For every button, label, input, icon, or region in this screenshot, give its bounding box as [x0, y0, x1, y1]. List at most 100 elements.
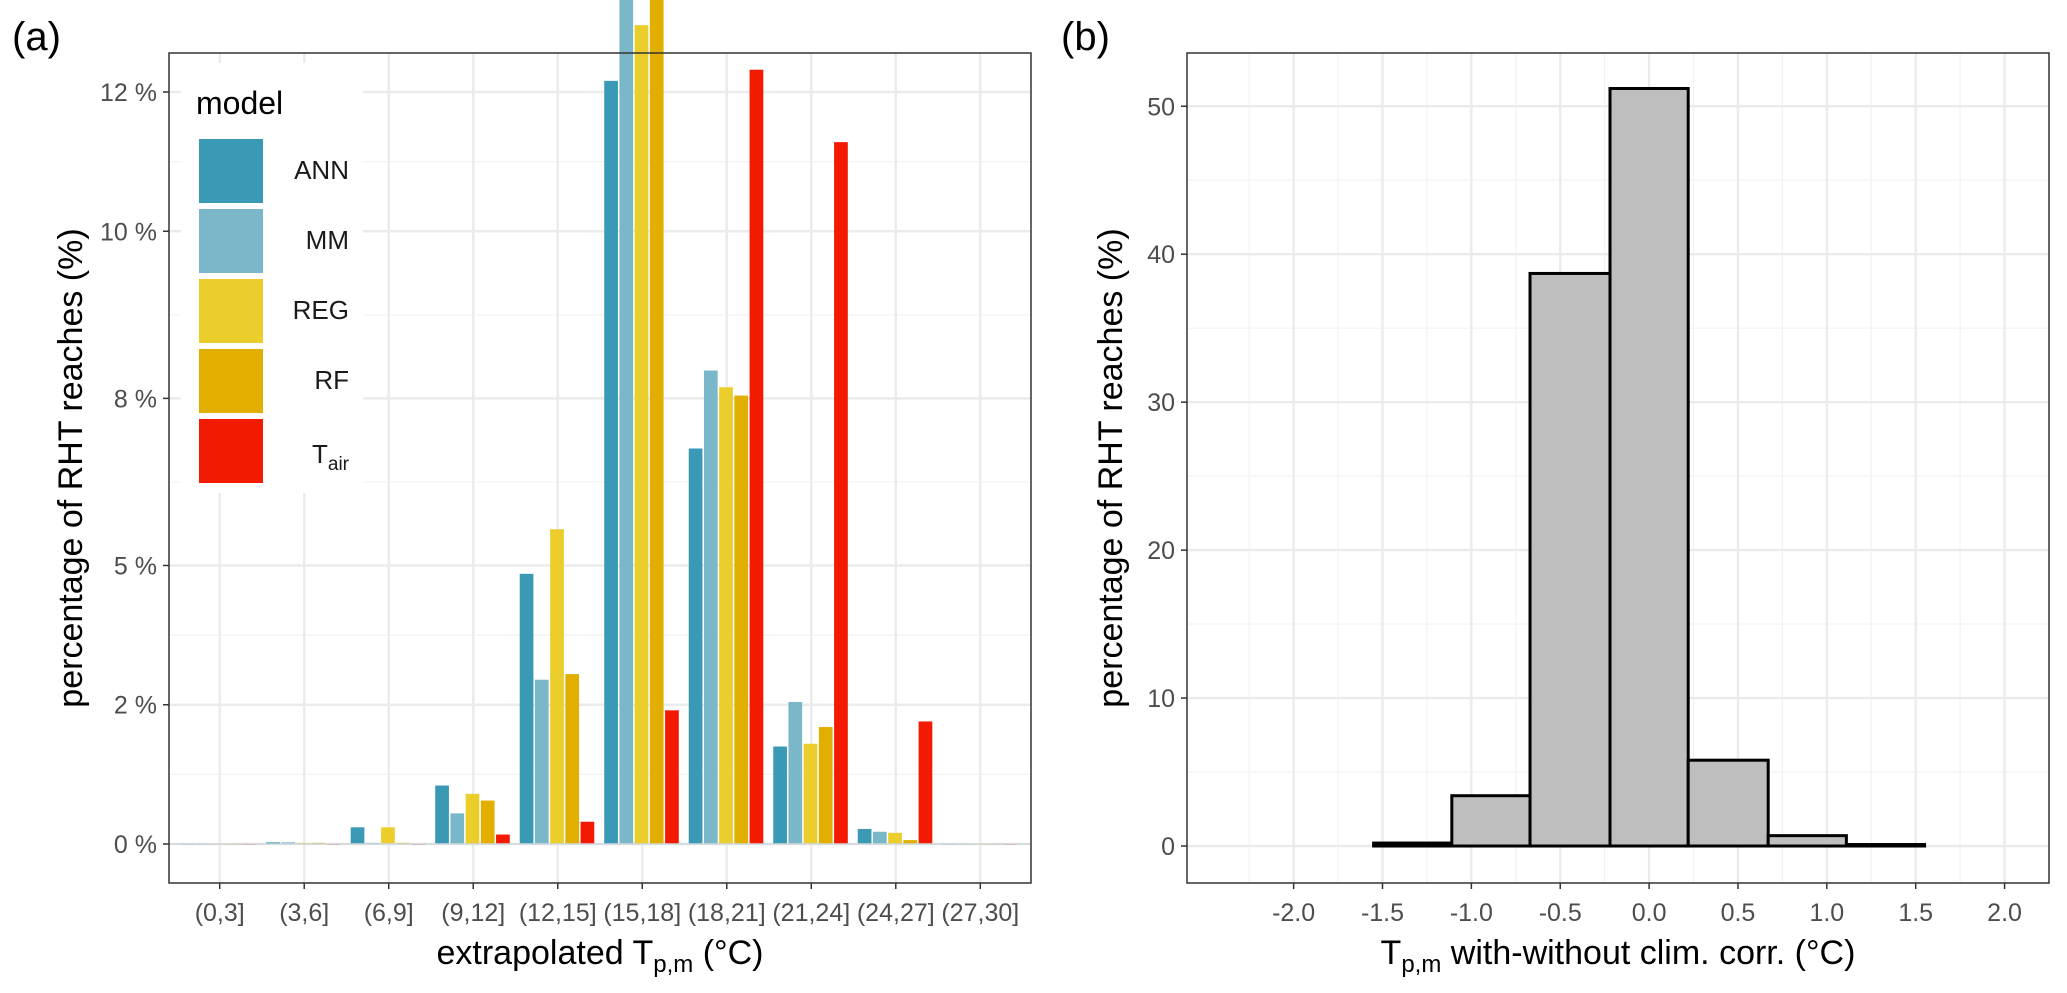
y-tick-label: 5 %	[114, 552, 157, 580]
y-tick-label: 50	[1147, 93, 1175, 121]
histogram-bar	[1450, 794, 1532, 848]
y-tick-label: 0 %	[114, 831, 157, 859]
histogram-bar	[1372, 841, 1454, 848]
bar-rf	[649, 0, 664, 845]
x-tick-label: (9,12]	[441, 899, 505, 927]
y-tick-label: 10 %	[100, 218, 157, 246]
bar-reg	[803, 743, 818, 845]
x-tick-label: (3,6]	[279, 899, 329, 927]
panel-b-bars	[1372, 87, 1927, 848]
bar-mm	[281, 842, 296, 845]
legend-label: MM	[306, 225, 349, 255]
y-tick-label: 12 %	[100, 79, 157, 107]
bar-rf	[734, 395, 749, 845]
x-tick-label: (6,9]	[364, 899, 414, 927]
y-tick-label: 10	[1147, 685, 1175, 713]
legend-label: ANN	[294, 155, 349, 185]
x-tick-label: 0.0	[1632, 899, 1667, 927]
x-tick-label: 2.0	[1987, 899, 2022, 927]
bar-mm	[534, 679, 549, 845]
x-tick-label: -2.0	[1272, 899, 1315, 927]
panel-b-x-axis: -2.0 -1.5 -1.0 -0.5 0.0 0.5 1.0 1.5 2.0	[1272, 883, 2022, 927]
bar-rf	[818, 727, 833, 845]
histogram-bar	[1766, 834, 1848, 848]
bar-mm	[872, 831, 887, 845]
panel-a-y-axis-title: percentage of RHT reaches (%)	[52, 228, 90, 707]
y-tick-label: 2 %	[114, 692, 157, 720]
histogram-bar	[1528, 271, 1612, 848]
panel-a-y-axis: 0 % 2 % 5 % 8 % 10 % 12 %	[100, 79, 169, 859]
bar-rf	[565, 674, 580, 845]
x-tick-label: 0.5	[1721, 899, 1756, 927]
panel-b-label: (b)	[1061, 15, 1110, 59]
legend-label: Tair	[312, 439, 350, 475]
bar-tair	[580, 821, 595, 845]
panel-b: (b) 0 10 20 30 40 50 -2.0 -1.5 -1.0 -0.5 0.0 0.5 1.…	[1061, 15, 2050, 978]
panel-a-x-title-sub: p,m	[653, 951, 693, 978]
x-tick-label: (15,18]	[603, 899, 681, 927]
legend-swatch	[199, 349, 263, 413]
bar-tair	[749, 69, 764, 845]
bar-ann	[435, 785, 449, 845]
x-tick-label: (0,3]	[195, 899, 245, 927]
panel-a-plot-border	[168, 52, 1032, 884]
bar-ann	[604, 80, 618, 845]
bar-rf	[480, 800, 495, 845]
bar-ann	[773, 746, 787, 845]
bar-reg	[465, 793, 480, 845]
legend-swatch	[199, 279, 263, 343]
bar-reg	[381, 827, 395, 845]
legend-title: model	[196, 85, 283, 121]
x-tick-label: (24,27]	[857, 899, 935, 927]
panel-a-label: (a)	[12, 15, 61, 59]
y-tick-label: 20	[1147, 537, 1175, 565]
bar-ann	[857, 828, 872, 845]
x-tick-label: (12,15]	[519, 899, 597, 927]
bar-tair	[496, 834, 510, 845]
x-tick-label: -0.5	[1539, 899, 1582, 927]
y-tick-label: 30	[1147, 389, 1175, 417]
histogram-bar	[1844, 843, 1927, 848]
bar-tair	[918, 721, 933, 845]
legend-label: REG	[293, 295, 349, 325]
x-tick-label: -1.0	[1450, 899, 1493, 927]
bar-ann	[519, 573, 534, 845]
bar-reg	[634, 25, 649, 845]
histogram-bar	[1608, 87, 1690, 848]
bar-ann	[350, 827, 365, 845]
panel-b-x-axis-title: Tp,m with-without clim. corr. (°C)	[1381, 934, 1856, 978]
panel-a-x-title-tail: (°C)	[693, 934, 763, 972]
x-tick-label: (21,24]	[772, 899, 850, 927]
bar-mm	[703, 370, 718, 845]
x-tick-label: 1.5	[1898, 899, 1933, 927]
bar-reg	[550, 529, 564, 845]
panel-b-y-axis: 0 10 20 30 40 50	[1147, 93, 1187, 861]
legend-swatch	[199, 209, 263, 273]
legend-swatch	[199, 139, 263, 203]
bar-mm	[788, 701, 803, 845]
panel-b-y-axis-title: percentage of RHT reaches (%)	[1092, 228, 1130, 707]
bar-rf	[903, 840, 918, 845]
legend-label-main: T	[312, 439, 328, 469]
legend-swatch	[199, 419, 263, 483]
panel-b-x-title-tail: with-without clim. corr. (°C)	[1441, 934, 1855, 972]
x-tick-label: -1.5	[1361, 899, 1404, 927]
panel-b-x-title-sub: p,m	[1401, 951, 1441, 978]
panel-a-x-axis-title: extrapolated Tp,m (°C)	[437, 934, 764, 978]
panel-b-x-title-main: T	[1381, 934, 1402, 972]
legend: model ANN MM REG RF Tair	[181, 63, 363, 493]
bar-reg	[719, 387, 733, 845]
bar-mm	[619, 0, 634, 845]
x-tick-label: (18,21]	[688, 899, 766, 927]
legend-items: ANN MM REG RF Tair	[199, 139, 350, 483]
legend-label-sub: air	[328, 454, 350, 475]
panel-b-plot-border	[1186, 52, 2050, 884]
panel-a: (a) 0 % 2 % 5 % 8 % 10 % 12 % (0,3] (3,6] (6,9]…	[12, 0, 1032, 978]
x-tick-label: 1.0	[1809, 899, 1844, 927]
bar-tair	[834, 142, 848, 845]
bar-ann	[266, 842, 280, 845]
panel-a-bars	[169, 0, 1031, 845]
y-tick-label: 0	[1161, 833, 1175, 861]
y-tick-label: 40	[1147, 241, 1175, 269]
